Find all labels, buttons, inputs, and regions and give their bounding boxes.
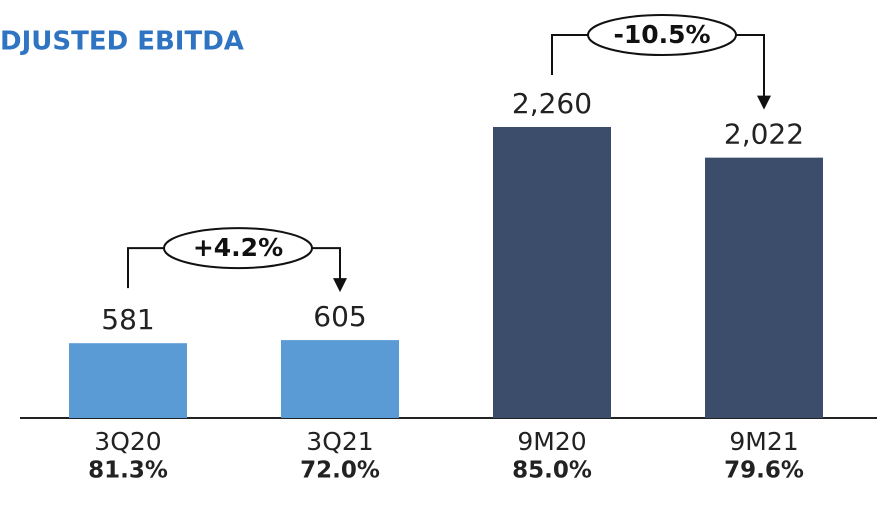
margin-label: 85.0%: [512, 458, 592, 484]
bar: [705, 157, 823, 418]
bar: [281, 340, 399, 418]
margin-label: 79.6%: [724, 458, 804, 484]
change-label: -10.5%: [613, 20, 710, 49]
margin-label: 81.3%: [88, 458, 168, 484]
bar: [493, 127, 611, 418]
bar: [69, 343, 187, 418]
category-label: 3Q20: [94, 427, 161, 456]
margin-label: 72.0%: [300, 458, 380, 484]
chart-title: DJUSTED EBITDA: [0, 27, 244, 57]
value-label: 2,022: [724, 118, 804, 151]
change-bubble: [163, 227, 313, 270]
value-label: 2,260: [512, 87, 592, 120]
category-label: 9M21: [729, 427, 798, 456]
category-label: 9M20: [517, 427, 586, 456]
change-bubble: [587, 14, 737, 56]
arrow-head: [333, 278, 347, 293]
change-label: +4.2%: [193, 233, 283, 262]
value-label: 605: [313, 300, 366, 333]
category-label: 3Q21: [306, 427, 373, 456]
arrow-head: [757, 95, 771, 110]
value-label: 581: [101, 303, 154, 336]
